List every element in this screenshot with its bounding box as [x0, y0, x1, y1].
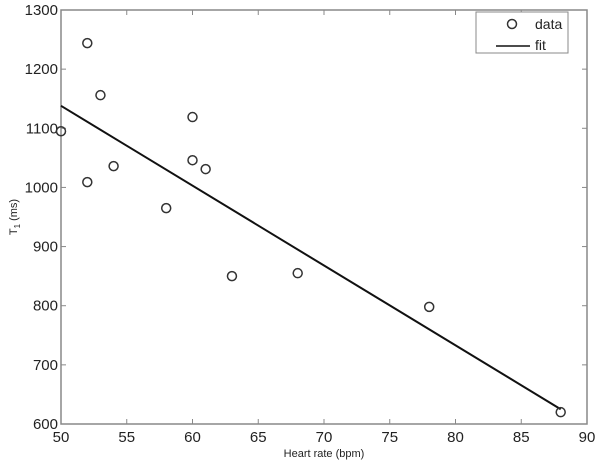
legend: data fit	[475, 11, 569, 54]
y-axis-label: T1 (ms)	[8, 199, 22, 235]
x-tick-label: 65	[250, 429, 267, 446]
y-tick-label: 1100	[26, 120, 58, 137]
data-point	[187, 154, 198, 166]
x-tick-label: 70	[316, 429, 333, 446]
y-label-sub: 1	[13, 223, 22, 228]
x-tick-label: 90	[579, 429, 596, 446]
legend-label-fit: fit	[535, 37, 546, 53]
x-axis-label: Heart rate (bpm)	[284, 448, 365, 460]
data-point	[555, 406, 566, 418]
x-tick-label: 50	[53, 429, 70, 446]
fit-line	[60, 104, 562, 411]
x-tick-label: 85	[513, 429, 530, 446]
data-point	[423, 301, 435, 313]
fit-line-segment	[60, 104, 562, 411]
y-tick-label: 1300	[25, 2, 58, 19]
axes: 50 55 60 65 70 75 80 85 90 600 700 800 900 1000 1100 12…	[25, 2, 596, 446]
data-point	[187, 111, 198, 123]
y-tick-label: 900	[33, 239, 58, 256]
y-tick-label: 1000	[25, 179, 58, 196]
data-points	[55, 37, 566, 418]
data-point	[55, 125, 67, 137]
x-tick-label: 55	[118, 429, 135, 446]
x-tick-label: 80	[447, 429, 464, 446]
data-point	[82, 176, 93, 188]
y-tick-label: 800	[33, 298, 58, 315]
data-point	[226, 270, 238, 282]
data-point	[108, 160, 119, 172]
x-tick-label: 60	[184, 429, 201, 446]
y-tick-label: 700	[33, 357, 58, 374]
y-tick-label: 600	[33, 416, 58, 433]
y-label-main: T	[8, 228, 20, 235]
legend-label-data: data	[535, 16, 562, 32]
svg-text:T1(ms): T1 (ms)	[8, 199, 22, 235]
data-point	[292, 267, 303, 279]
x-tick-label: 75	[381, 429, 398, 446]
y-tick-label: 1200	[25, 61, 58, 78]
legend-marker-data	[506, 18, 518, 30]
data-point	[200, 163, 211, 175]
data-point	[95, 89, 106, 101]
data-point	[160, 202, 172, 214]
y-label-unit: (ms)	[8, 199, 20, 221]
data-point	[82, 37, 93, 49]
plot-frame	[60, 9, 588, 425]
